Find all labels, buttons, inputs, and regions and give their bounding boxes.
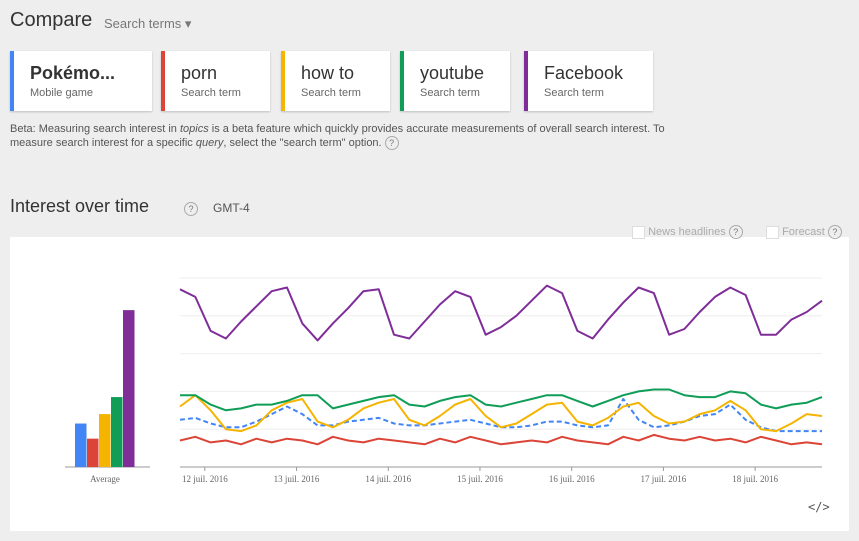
option[interactable]: Forecast ? [766,225,842,239]
series-line [179,398,822,433]
average-bar [123,310,135,467]
average-bar [111,397,123,467]
option[interactable]: News headlines ? [632,225,743,239]
x-tick-label: 17 juil. 2016 [641,474,687,484]
average-bar [87,438,99,467]
option-label: Forecast [782,226,825,238]
beta-text: topics [179,123,209,135]
term-card[interactable]: porn Search term [161,51,270,111]
x-tick-label: 12 juil. 2016 [182,474,228,484]
term-card[interactable]: youtube Search term [400,51,510,111]
help-icon[interactable]: ? [384,136,399,150]
beta-text: Beta: Measuring search interest in [10,123,180,135]
dropdown-label: Search terms [104,16,182,31]
option-label: News headlines [648,226,726,238]
x-tick-label: 16 juil. 2016 [549,474,595,484]
chart-panel: News headlines ? Forecast ? </> 12 juil.… [10,225,849,531]
term-name: porn [181,63,218,83]
term-kind: Search term [181,87,241,99]
term-card[interactable]: how to Search term [281,51,390,111]
beta-text: is a beta feature which quickly provides… [10,123,665,149]
term-kind: Search term [544,87,604,99]
beta-note: Beta: Measuring search interest in topic… [10,122,675,150]
term-name: youtube [420,63,485,83]
beta-text: query [195,137,224,149]
chart: </> 12 juil. 2016 13 juil. 2016 14 juil. 2… [65,277,830,514]
term-kind: Mobile game [30,87,93,99]
embed-icon[interactable]: </> [808,500,830,514]
term-kind: Search term [420,87,480,99]
series-line [179,284,823,342]
average-bar [75,423,87,467]
term-name: how to [301,63,355,83]
section-title: Interest over time [10,196,150,216]
x-tick-label: 13 juil. 2016 [274,474,320,484]
x-tick-label: 14 juil. 2016 [365,474,411,484]
help-icon[interactable]: ? [184,202,198,216]
search-terms-dropdown[interactable]: Search terms ▾ [104,16,192,31]
term-kind: Search term [301,87,361,99]
average-bar [99,414,111,467]
timezone: GMT-4 [213,201,250,215]
beta-text: , select the "search term" option. [223,137,382,149]
page-title: Compare [10,9,93,31]
series-line [179,433,823,446]
term-name: Pokémo... [30,63,116,83]
series-line [180,388,823,412]
series-line [179,394,823,433]
x-tick-label: 18 juil. 2016 [732,474,778,484]
term-card[interactable]: Facebook Search term [524,51,653,111]
average-label: Average [90,474,120,484]
term-card[interactable]: Pokémo... Mobile game [10,51,152,111]
x-tick-label: 15 juil. 2016 [457,474,503,484]
term-name: Facebook [544,63,624,83]
